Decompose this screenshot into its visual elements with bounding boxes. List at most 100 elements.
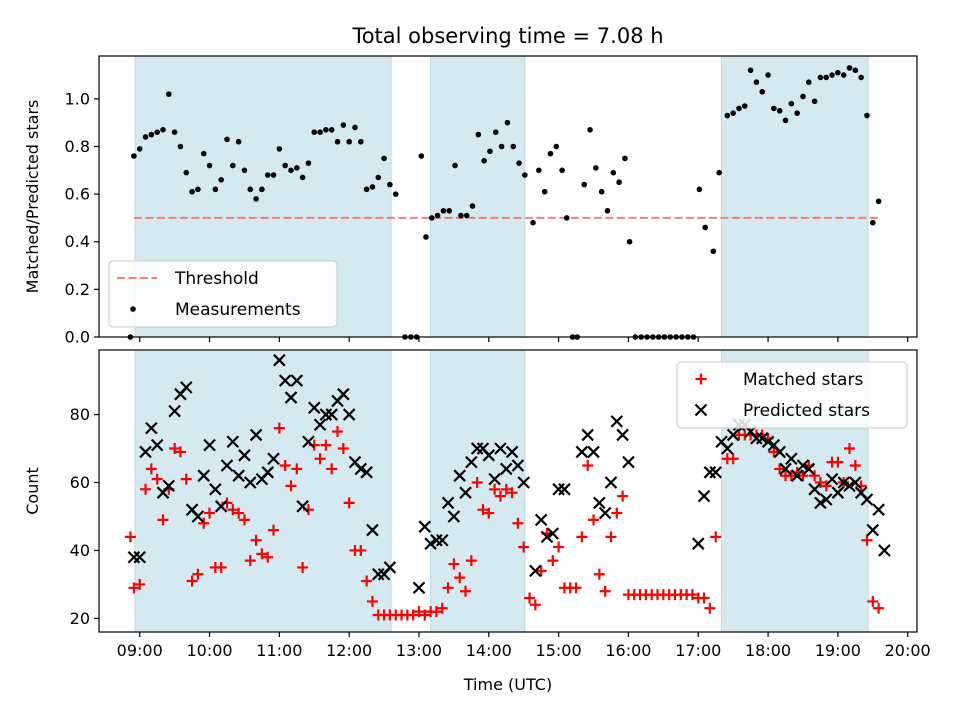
predicted-star-marker [691,537,705,550]
measurement-point [710,248,717,255]
measurement-point [587,127,593,133]
measurement-point [622,155,628,162]
predicted-star-marker [814,496,827,510]
measurement-point [230,162,236,169]
measurement-point [458,212,464,219]
measurement-point [788,100,795,107]
matched-star-marker [861,534,873,546]
shaded-interval [430,55,526,338]
measurement-point [498,143,505,150]
predicted-star-marker [150,438,164,452]
predicted-star-marker [529,564,542,578]
matched-star-marker [355,544,367,556]
predicted-star-marker [162,479,176,493]
measurement-point [463,212,470,219]
predicted-star-marker [779,462,792,476]
matched-star-marker [273,422,285,434]
x-tick-label: 09:00 [117,641,163,660]
measurement-point [604,207,611,214]
x-tick-label: 19:00 [815,641,861,660]
measurement-point [581,181,588,188]
measurement-point [805,79,812,85]
matched-star-marker [535,565,547,577]
y-tick-label: 0.4 [65,232,90,251]
matched-star-marker [483,507,495,519]
measurement-point [418,153,425,159]
legend-label: Measurements [175,300,301,320]
y-tick-label: 80 [70,405,90,424]
matched-star-marker [145,463,157,475]
predicted-star-marker [761,435,775,449]
matched-star-marker [174,446,186,458]
matched-star-marker [128,582,140,594]
x-tick-label: 16:00 [605,641,651,660]
matched-star-marker [140,483,152,495]
predicted-star-marker [755,432,769,445]
matched-star-marker [279,460,291,472]
matched-star-marker [320,439,332,451]
matched-star-marker [413,606,425,618]
predicted-star-marker [424,537,437,550]
matched-star-marker [512,517,524,529]
matched-star-marker [611,507,623,519]
measurement-point [510,143,517,150]
predicted-star-marker [249,428,263,442]
matched-star-marker [704,602,716,614]
measurement-point [142,134,149,140]
matched-star-marker [570,582,582,594]
predicted-star-marker [209,483,222,496]
predicted-star-marker [622,455,635,469]
legend-measurement-swatch [130,306,136,312]
measurement-point [840,72,847,78]
legend-label: Matched stars [743,370,863,390]
predicted-star-marker [860,493,874,506]
predicted-star-marker [546,527,560,540]
predicted-star-marker [796,459,810,472]
x-tick-label: 11:00 [256,641,302,660]
measurement-point [206,162,213,169]
matched-star-marker [124,531,136,543]
measurement-point [811,98,818,105]
matched-star-marker [471,477,483,489]
predicted-star-marker [179,381,193,394]
axes-frame [98,55,918,338]
measurement-point [136,146,143,152]
measurement-point [183,169,190,176]
measurement-point [423,234,429,240]
predicted-star-marker [517,476,530,489]
measurement-point [317,129,323,136]
shaded-interval [430,349,526,633]
measurement-point [741,103,748,109]
x-tick-label: 17:00 [675,641,721,660]
measurement-point [846,65,853,71]
matched-star-marker [814,477,826,489]
matched-star-marker [244,555,256,567]
measurement-point [753,79,760,85]
predicted-star-marker [488,472,501,486]
y-tick-label: 0.8 [65,137,90,156]
matched-star-marker [506,487,518,499]
measurement-point [131,153,137,159]
matched-star-marker [489,483,501,495]
measurement-point [452,162,458,169]
measurement-point [224,136,230,143]
measurement-point [434,212,441,219]
matched-star-marker [547,555,559,567]
measurement-point [747,67,754,74]
measurement-point [148,131,155,138]
measurement-point [536,167,542,174]
measurement-point [800,93,806,100]
matched-star-marker [454,572,466,584]
matched-star-marker [332,426,344,438]
legend-label: Predicted stars [743,401,870,421]
matched-star-marker [157,514,169,526]
matched-star-marker [169,443,181,455]
predicted-star-marker [453,469,466,482]
measurement-point [864,112,870,119]
matched-star-marker [582,460,594,472]
matched-star-marker [698,592,710,604]
measurement-point [829,72,835,78]
measurement-point [516,160,522,166]
predicted-star-marker [313,418,327,432]
measurement-point [598,188,605,195]
